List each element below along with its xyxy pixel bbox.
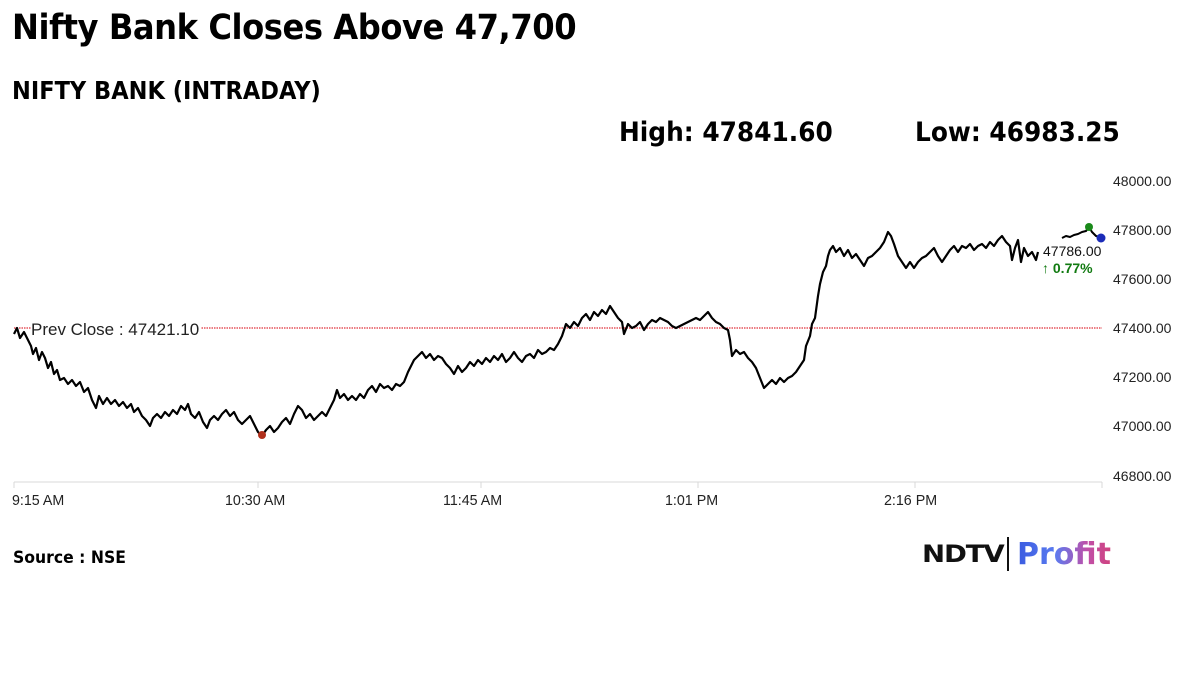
day-low: Low: 46983.25: [915, 117, 1120, 148]
logo-ndtv: NDTV: [922, 540, 1005, 568]
x-tick: 1:01 PM: [665, 492, 719, 509]
x-tick: 10:30 AM: [225, 492, 286, 509]
x-tick: 11:45 AM: [443, 492, 503, 509]
y-tick: 47000.00: [1113, 418, 1172, 434]
logo-profit: Profit: [1016, 536, 1111, 572]
source-note: Source : NSE: [13, 548, 126, 568]
logo-divider: [1006, 537, 1009, 571]
last-price-label: 47786.00: [1043, 243, 1102, 259]
y-tick: 47800.00: [1113, 222, 1172, 238]
high-marker: [1085, 223, 1093, 231]
y-tick: 47400.00: [1113, 320, 1172, 336]
chart-subtitle: NIFTY BANK (INTRADAY): [12, 76, 321, 105]
day-high: High: 47841.60: [619, 117, 833, 148]
y-tick: 47200.00: [1113, 369, 1172, 385]
y-tick: 46800.00: [1113, 468, 1172, 484]
price-line: [13, 230, 1040, 438]
price-line-tail: [1061, 226, 1101, 239]
y-tick: 47600.00: [1113, 271, 1172, 287]
change-percent-label: ↑ 0.77%: [1042, 260, 1093, 276]
x-tick: 2:16 PM: [884, 492, 938, 509]
headline: Nifty Bank Closes Above 47,700: [12, 8, 577, 48]
x-tick: 9:15 AM: [12, 492, 65, 509]
y-tick: 48000.00: [1113, 173, 1172, 189]
prev-close-label: Prev Close : 47421.10: [31, 320, 202, 340]
low-marker: [258, 431, 266, 439]
last-price-marker: [1096, 233, 1106, 243]
ndtv-profit-logo: NDTV Profit: [922, 536, 1111, 572]
